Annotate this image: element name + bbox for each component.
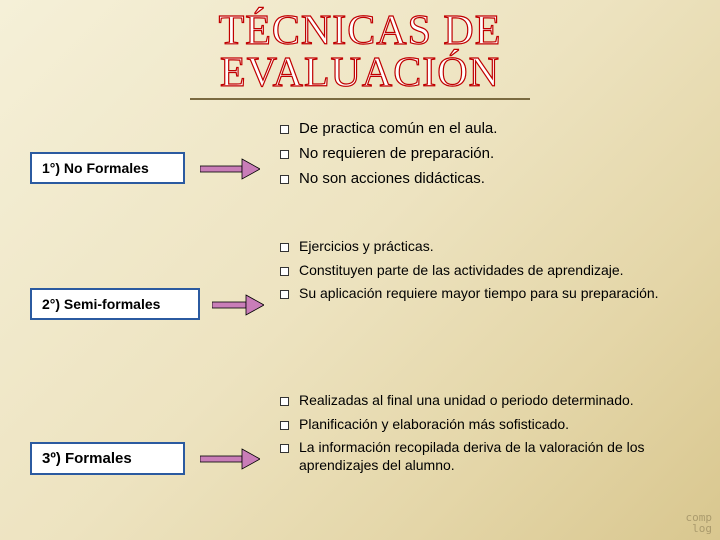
bullet-item: Ejercicios y prácticas. (280, 238, 710, 256)
arrow-semi-formales (212, 294, 264, 321)
arrow-formales (200, 448, 260, 475)
square-bullet-icon (280, 150, 289, 159)
bullet-item: No son acciones didácticas. (280, 170, 710, 189)
square-bullet-icon (280, 290, 289, 299)
arrow-icon (200, 448, 260, 470)
bullet-item: Su aplicación requiere mayor tiempo para… (280, 285, 710, 303)
bullet-text: No requieren de preparación. (299, 145, 494, 164)
bullet-text: No son acciones didácticas. (299, 170, 485, 189)
square-bullet-icon (280, 243, 289, 252)
bullet-list-no-formales: De practica común en el aula. No requiere… (280, 120, 710, 194)
bullet-item: Planificación y elaboración más sofistic… (280, 416, 710, 434)
bullet-list-semi-formales: Ejercicios y prácticas. Constituyen parte… (280, 238, 710, 309)
bullet-item: De practica común en el aula. (280, 120, 710, 139)
bullet-item: La información recopilada deriva de la v… (280, 439, 710, 474)
bullet-list-formales: Realizadas al final una unidad o periodo… (280, 392, 710, 480)
category-box-no-formales: 1°) No Formales (30, 152, 185, 184)
square-bullet-icon (280, 267, 289, 276)
bullet-text: Realizadas al final una unidad o periodo… (299, 392, 634, 410)
square-bullet-icon (280, 444, 289, 453)
bullet-text: De practica común en el aula. (299, 120, 497, 139)
watermark: comp log (686, 512, 713, 534)
category-box-formales: 3º) Formales (30, 442, 185, 475)
bullet-text: Ejercicios y prácticas. (299, 238, 434, 256)
page-title: TÉCNICAS DE EVALUACIÓN (0, 0, 720, 100)
category-label: 2°) Semi-formales (42, 296, 160, 312)
title-line-1: TÉCNICAS DE (0, 10, 720, 52)
category-label: 1°) No Formales (42, 160, 149, 176)
title-underline (190, 98, 530, 100)
bullet-item: No requieren de preparación. (280, 145, 710, 164)
bullet-item: Realizadas al final una unidad o periodo… (280, 392, 710, 410)
bullet-item: Constituyen parte de las actividades de … (280, 262, 710, 280)
title-line-2: EVALUACIÓN (0, 52, 720, 94)
arrow-icon (212, 294, 264, 316)
square-bullet-icon (280, 397, 289, 406)
square-bullet-icon (280, 175, 289, 184)
category-label: 3º) Formales (42, 450, 132, 467)
watermark-line-2: log (686, 523, 713, 534)
bullet-text: Constituyen parte de las actividades de … (299, 262, 624, 280)
category-box-semi-formales: 2°) Semi-formales (30, 288, 200, 320)
arrow-icon (200, 158, 260, 180)
bullet-text: Su aplicación requiere mayor tiempo para… (299, 285, 659, 303)
arrow-no-formales (200, 158, 260, 185)
square-bullet-icon (280, 421, 289, 430)
square-bullet-icon (280, 125, 289, 134)
bullet-text: Planificación y elaboración más sofistic… (299, 416, 569, 434)
bullet-text: La información recopilada deriva de la v… (299, 439, 710, 474)
